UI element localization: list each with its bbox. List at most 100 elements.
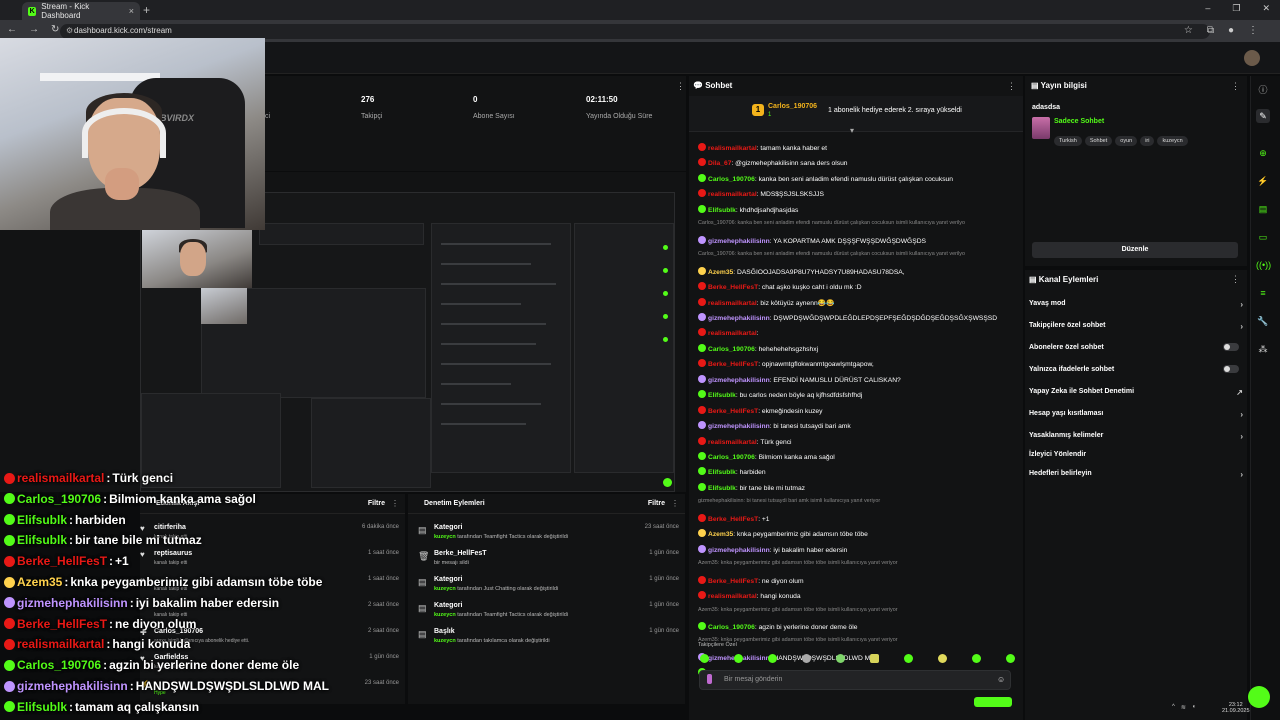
chat-username[interactable]: Berke_HellFesT <box>708 407 759 415</box>
bookmark-star-icon[interactable]: ☆ <box>1183 25 1193 36</box>
target-icon[interactable]: ⊕ <box>1259 148 1267 158</box>
maximize-icon[interactable]: ❐ <box>1232 3 1241 13</box>
chat-text: gizmehephakilisinn: bi tanesi tutsaydi b… <box>698 498 881 505</box>
toggle-switch[interactable] <box>1223 343 1239 351</box>
collapse-pinned-icon[interactable]: ▾ <box>850 126 855 135</box>
chat-username[interactable]: realismailkartal <box>708 593 757 601</box>
emote-icon[interactable] <box>904 654 913 663</box>
chat-identity-icon[interactable] <box>707 674 712 684</box>
close-window-icon[interactable]: ✕ <box>1262 3 1270 13</box>
channel-action-row[interactable]: Hesap yaşı kısıtlaması › <box>1029 410 1243 419</box>
chat-menu-icon[interactable]: ⋮ <box>1007 81 1016 91</box>
channel-action-row[interactable]: Abonelere özel sohbet <box>1029 343 1243 351</box>
channel-action-row[interactable]: Yavaş mod › <box>1029 300 1243 309</box>
chat-username[interactable]: gizmehephakilisinn <box>708 314 770 322</box>
chat-bubble-icon[interactable]: ▭ <box>1258 232 1268 242</box>
nested-webcam <box>142 230 252 288</box>
url-field[interactable]: dashboard.kick.com/stream <box>60 24 1210 39</box>
forward-icon[interactable]: → <box>29 24 39 35</box>
chat-username[interactable]: Carlos_190706 <box>708 454 755 461</box>
chat-username[interactable]: gizmehephakilisinn <box>708 546 770 554</box>
chat-username[interactable]: Dila_67 <box>708 160 732 168</box>
stack-icon[interactable]: ≡ <box>1260 288 1266 298</box>
floating-action-button[interactable] <box>1248 686 1270 708</box>
channel-action-row[interactable]: Hedefleri belirleyin › <box>1029 470 1243 479</box>
menu-icon[interactable]: ⋮ <box>1248 25 1258 36</box>
emote-icon[interactable] <box>870 654 879 663</box>
wrench-icon[interactable]: 🔧 <box>1257 316 1269 326</box>
chat-username[interactable]: realismailkartal <box>708 330 757 338</box>
channel-action-row[interactable]: Yapay Zeka ile Sohbet Denetimi ↗ <box>1029 388 1243 397</box>
chat-username[interactable]: Azem35 <box>708 268 734 276</box>
emoji-picker-icon[interactable]: ☺ <box>997 675 1006 684</box>
chevron-right-icon[interactable]: › <box>1240 410 1243 419</box>
emote-icon[interactable] <box>972 654 981 663</box>
chevron-right-icon[interactable]: › <box>1240 322 1243 331</box>
chat-username[interactable]: gizmehephakilisinn <box>708 376 770 384</box>
browser-tab[interactable]: K Stream - Kick Dashboard × <box>22 2 140 20</box>
chat-username[interactable]: Elifsublk <box>708 392 736 400</box>
back-icon[interactable]: ← <box>7 24 17 35</box>
user-avatar[interactable] <box>1244 50 1260 66</box>
emote-icon[interactable] <box>734 654 743 663</box>
chat-username[interactable]: Elifsublk <box>708 469 736 477</box>
nodes-icon[interactable]: ⁂ <box>1258 344 1268 354</box>
emote-icon[interactable] <box>836 654 845 663</box>
send-button[interactable] <box>974 697 1012 707</box>
extensions-icon[interactable]: ⧉ <box>1206 25 1214 36</box>
channel-action-row[interactable]: İzleyici Yönlendir <box>1029 451 1243 458</box>
chat-username[interactable]: Carlos_190706 <box>708 623 755 631</box>
chat-username[interactable]: realismailkartal <box>708 438 757 446</box>
wifi-icon[interactable]: ≋ <box>1180 705 1186 711</box>
chevron-right-icon[interactable]: › <box>1240 432 1243 441</box>
chat-username[interactable]: Berke_HellFesT <box>708 361 759 369</box>
chat-username[interactable]: realismailkartal <box>708 191 757 199</box>
chat-username[interactable]: gizmehephakilisinn <box>708 423 770 431</box>
close-tab-icon[interactable]: × <box>128 6 134 16</box>
toggle-switch[interactable] <box>1223 365 1239 373</box>
edit-stream-info-button[interactable]: Düzenle <box>1032 242 1238 258</box>
moderation-menu-icon[interactable]: ⋮ <box>671 499 679 508</box>
info-circle-icon[interactable]: ⓘ <box>1258 85 1268 95</box>
emote-icon[interactable] <box>700 654 709 663</box>
stats-menu-icon[interactable]: ⋮ <box>676 81 685 91</box>
emote-icon[interactable] <box>1006 654 1015 663</box>
activity-menu-icon[interactable]: ⋮ <box>391 499 399 508</box>
chevron-right-icon[interactable]: › <box>1240 300 1243 309</box>
minimize-icon[interactable]: – <box>1205 3 1211 13</box>
moderation-filter-button[interactable]: Filtre <box>647 500 665 507</box>
lightning-icon[interactable]: ⚡ <box>1257 176 1269 186</box>
chat-username[interactable]: gizmehephakilisinn <box>708 237 770 245</box>
chevron-up-icon[interactable]: ^ <box>1172 704 1175 710</box>
emote-icon[interactable] <box>938 654 947 663</box>
document-icon[interactable]: ▤ <box>1258 204 1268 214</box>
broadcast-icon[interactable]: ((•)) <box>1256 260 1272 270</box>
chat-username[interactable]: Berke_HellFesT <box>708 284 759 292</box>
channel-actions-menu-icon[interactable]: ⋮ <box>1231 274 1240 284</box>
emote-icon[interactable] <box>802 654 811 663</box>
edit-pencil-icon[interactable]: ✎ <box>1256 109 1270 123</box>
reload-icon[interactable]: ↻ <box>51 24 60 35</box>
site-info-icon[interactable]: ⚙ <box>66 26 74 35</box>
chat-input[interactable]: Bir mesaj gönderin <box>699 670 1011 690</box>
chevron-right-icon[interactable]: › <box>1240 470 1243 479</box>
chat-username[interactable]: Berke_HellFesT <box>708 515 759 523</box>
chat-username[interactable]: Carlos_190706 <box>708 175 755 183</box>
channel-action-row[interactable]: Yalnızca ifadelerle sohbet <box>1029 365 1243 373</box>
stream-info-menu-icon[interactable]: ⋮ <box>1231 81 1240 91</box>
channel-action-row[interactable]: Yasaklanmış kelimeler › <box>1029 432 1243 441</box>
new-tab-icon[interactable]: + <box>143 3 151 17</box>
chat-username[interactable]: Elifsublk <box>708 206 736 214</box>
chat-username[interactable]: realismailkartal <box>708 145 757 152</box>
profile-icon[interactable]: ● <box>1227 25 1234 36</box>
emote-icon[interactable] <box>768 654 777 663</box>
external-link-icon[interactable]: ↗ <box>1236 388 1243 397</box>
chat-username[interactable]: Berke_HellFesT <box>708 577 759 585</box>
chat-username[interactable]: Azem35 <box>708 531 734 539</box>
activity-filter-button[interactable]: Filtre <box>367 500 385 507</box>
channel-action-row[interactable]: Takipçilere özel sohbet › <box>1029 322 1243 331</box>
chat-username[interactable]: realismailkartal <box>708 299 757 307</box>
chat-username[interactable]: Carlos_190706 <box>708 345 755 353</box>
volume-icon[interactable]: ◖ <box>1191 704 1196 710</box>
chat-username[interactable]: Elifsublk <box>708 484 736 492</box>
